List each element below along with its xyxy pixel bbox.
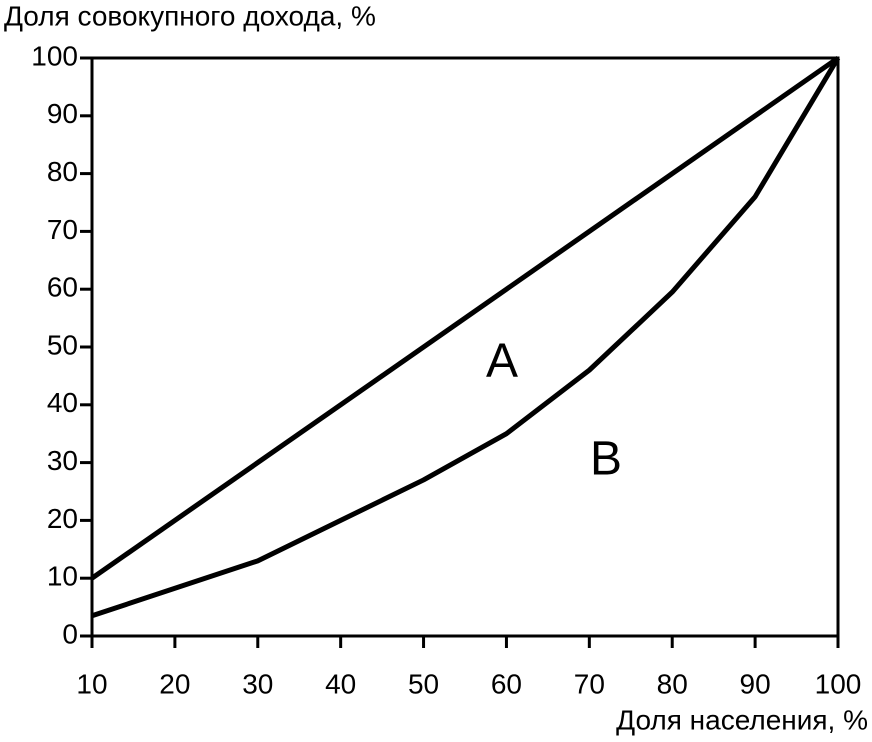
y-tick-label: 40 [47, 387, 78, 418]
x-tick-label: 100 [815, 668, 862, 699]
y-tick-label: 70 [47, 214, 78, 245]
annotation: A [486, 335, 518, 388]
y-tick-label: 10 [47, 561, 78, 592]
x-tick-label: 40 [325, 668, 356, 699]
y-tick-label: 0 [62, 618, 78, 649]
plot-frame [90, 56, 840, 638]
y-tick-label: 30 [47, 445, 78, 476]
x-tick-label: 20 [159, 668, 190, 699]
annotation: B [590, 433, 622, 486]
x-tick-label: 50 [408, 668, 439, 699]
y-axis-label: Доля совокупного дохода, % [4, 0, 376, 31]
y-tick-label: 50 [47, 329, 78, 360]
y-tick-label: 20 [47, 503, 78, 534]
line [91, 56, 841, 619]
y-tick-label: 60 [47, 272, 78, 303]
x-tick-label: 80 [657, 668, 688, 699]
y-tick-label: 100 [31, 40, 78, 71]
y-tick-label: 90 [47, 98, 78, 129]
line [90, 55, 840, 581]
x-tick-label: 70 [574, 668, 605, 699]
x-tick-label: 60 [491, 668, 522, 699]
y-tick-label: 80 [47, 156, 78, 187]
x-tick-label: 90 [740, 668, 771, 699]
x-tick-label: 30 [242, 668, 273, 699]
x-tick-label: 10 [76, 668, 107, 699]
x-axis-label: Доля населения, % [616, 704, 868, 735]
